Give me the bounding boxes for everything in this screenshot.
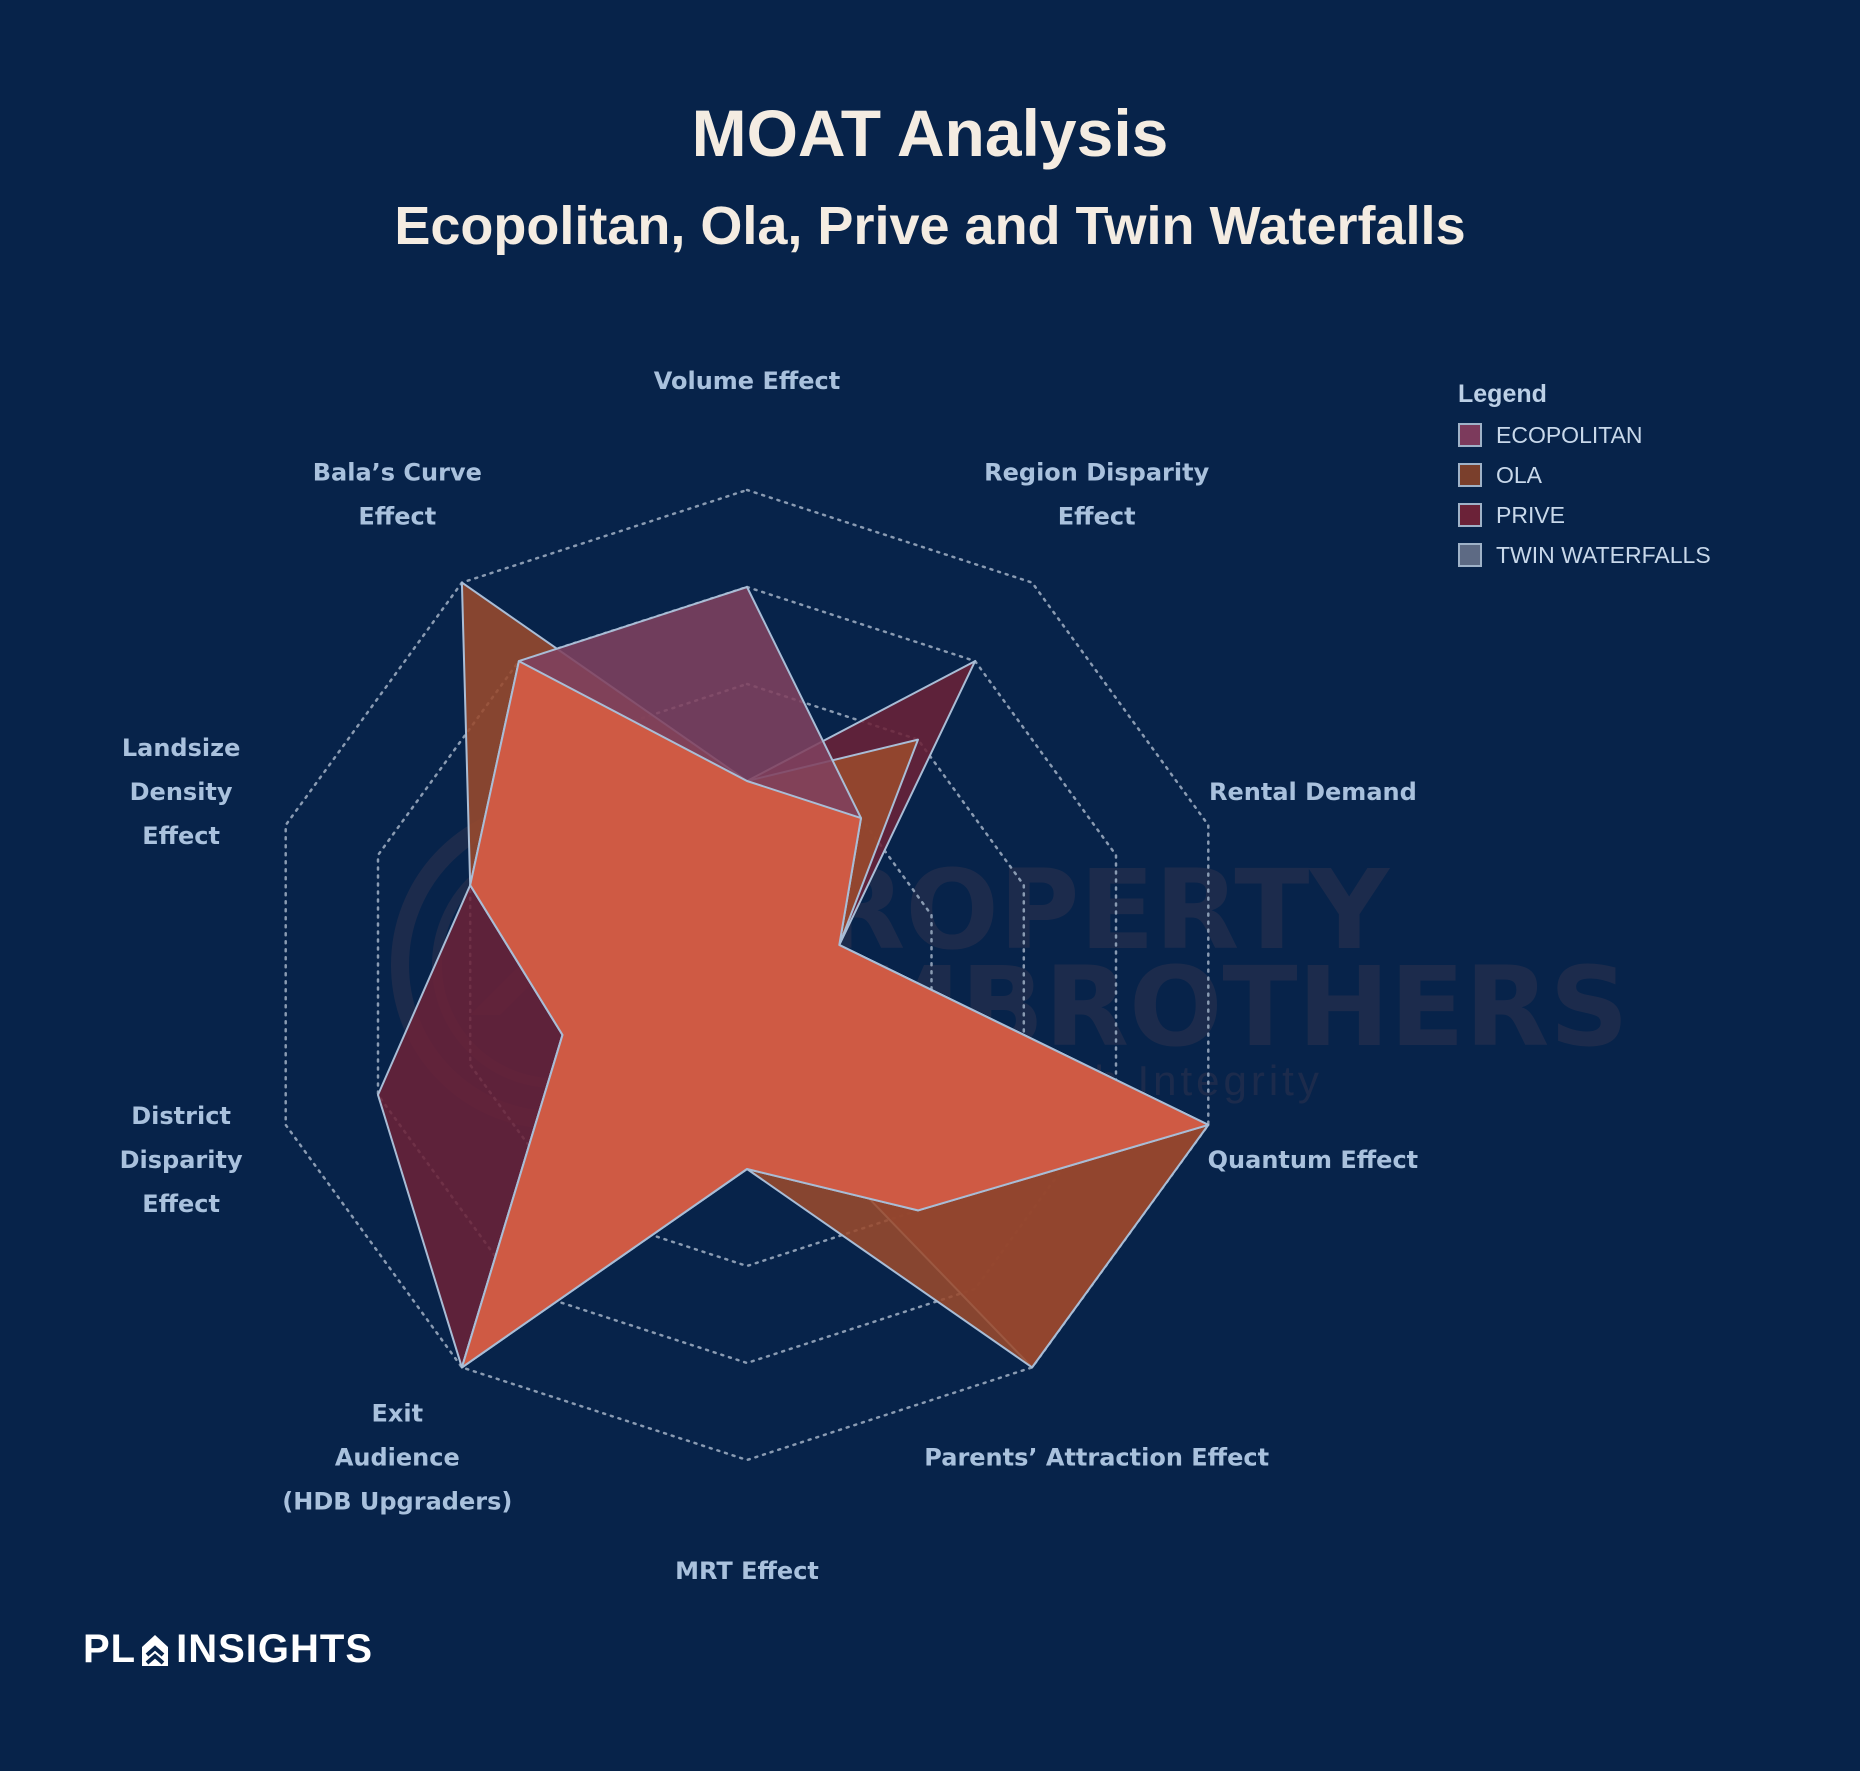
axis-label-bala-0: Bala’s Curve: [313, 459, 482, 487]
legend-label-prive: PRIVE: [1496, 501, 1566, 528]
legend-label-twin-waterfalls: TWIN WATERFALLS: [1496, 541, 1711, 568]
axis-label-district-1: Disparity: [120, 1146, 243, 1174]
axis-label-exit-1: Audience: [335, 1443, 460, 1471]
legend-item-prive: PRIVE: [1458, 495, 1711, 535]
legend-label-ola: OLA: [1496, 461, 1543, 488]
axis-label-bala-1: Effect: [358, 503, 436, 531]
axis-label-region-1: Effect: [1058, 503, 1136, 531]
axis-label-district-0: District: [131, 1102, 231, 1130]
axis-labels: Volume Effect Region Disparity Effect Renta…: [120, 367, 1419, 1585]
legend-item-twin-waterfalls: TWIN WATERFALLS: [1458, 535, 1711, 575]
legend-title: Legend: [1458, 380, 1547, 408]
axis-label-landsize-2: Effect: [142, 822, 220, 850]
legend-swatch-ola: [1458, 463, 1482, 487]
chart-subtitle: Ecopolitan, Ola, Prive and Twin Waterfal…: [394, 196, 1466, 256]
legend-item-ecopolitan: ECOPOLITAN: [1458, 415, 1711, 455]
axis-label-volume: Volume Effect: [654, 367, 841, 395]
axis-label-exit-2: (HDB Upgraders): [282, 1487, 512, 1515]
axis-label-rental: Rental Demand: [1209, 778, 1417, 806]
axis-label-quantum: Quantum Effect: [1208, 1146, 1419, 1174]
legend-swatch-ecopolitan: [1458, 423, 1482, 447]
brand-text-left: PL: [83, 1627, 137, 1671]
brand-house-icon: [142, 1634, 169, 1666]
axis-label-exit-0: Exit: [372, 1399, 424, 1427]
grid-ring-4: [376, 585, 1118, 1365]
axis-label-parents: Parents’ Attraction Effect: [924, 1443, 1269, 1471]
brand-logo: PL INSIGHTS: [83, 1627, 373, 1672]
legend: Legend ECOPOLITAN OLA PRIVE TWIN WATERFA…: [1458, 380, 1711, 575]
axis-label-mrt: MRT Effect: [675, 1557, 819, 1585]
axis-label-district-2: Effect: [142, 1190, 220, 1218]
series-twin-waterfalls: [460, 660, 1210, 1369]
chart-title: MOAT Analysis: [691, 96, 1169, 170]
grid-ring-5: [284, 488, 1210, 1462]
brand-text-right: INSIGHTS: [176, 1627, 374, 1671]
legend-label-ecopolitan: ECOPOLITAN: [1496, 421, 1643, 448]
axis-label-landsize-0: Landsize: [122, 734, 241, 762]
legend-swatch-prive: [1458, 503, 1482, 527]
axis-label-landsize-1: Density: [130, 778, 233, 806]
series-layer: [377, 581, 1210, 1369]
legend-swatch-twin-waterfalls: [1458, 543, 1482, 567]
axis-label-region-0: Region Disparity: [984, 459, 1209, 487]
legend-item-ola: OLA: [1458, 455, 1711, 495]
